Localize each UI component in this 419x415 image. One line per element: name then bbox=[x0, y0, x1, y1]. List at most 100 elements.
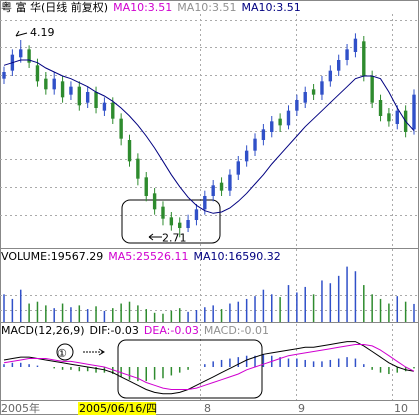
candle-body bbox=[85, 92, 90, 103]
x-tick-label: 10 bbox=[394, 402, 408, 415]
volume-bar bbox=[103, 310, 106, 322]
candle-body bbox=[244, 150, 249, 162]
volume-bar bbox=[413, 303, 415, 322]
macd-header: MACD(12,26,9) DIF:-0.03 DEA:-0.03 MACD:-0.0… bbox=[1, 324, 279, 337]
candle-body bbox=[378, 100, 383, 116]
date-highlight bbox=[78, 402, 156, 415]
legend-entry: DEA:-0.03 bbox=[143, 324, 199, 337]
candle-body bbox=[161, 206, 165, 219]
ma-line bbox=[3, 59, 415, 214]
volume-bar bbox=[178, 308, 181, 322]
candle-body bbox=[69, 86, 73, 95]
candle-body bbox=[203, 196, 207, 210]
volume-bar bbox=[153, 312, 156, 322]
candle-body bbox=[102, 102, 107, 111]
volume-bar bbox=[220, 309, 223, 322]
x-tick-label: 2005/06/16/四 bbox=[79, 402, 157, 415]
volume-bar bbox=[112, 308, 114, 322]
price-header: 粤 富 华(日线 前复权) MA10:3.51 MA10:3.51 MA10:3.51 bbox=[1, 1, 311, 14]
volume-bar bbox=[19, 289, 22, 322]
candle-body bbox=[270, 121, 274, 132]
volume-bar bbox=[45, 305, 47, 322]
candle-body bbox=[44, 78, 48, 90]
volume-bar bbox=[78, 305, 81, 322]
volume-bar bbox=[120, 303, 122, 322]
arrow bbox=[15, 30, 28, 37]
legend-entry: MA10:3.51 bbox=[177, 1, 237, 14]
volume-bar bbox=[312, 294, 315, 322]
candle-body bbox=[320, 81, 324, 95]
volume-header: VOLUME:19567.29 MA5:25526.11 MA10:16590.32 bbox=[1, 250, 291, 263]
highlight-box bbox=[117, 339, 263, 399]
x-tick-label: 9 bbox=[298, 402, 305, 415]
annotation: 4.19 bbox=[30, 26, 55, 39]
arrow bbox=[148, 233, 162, 241]
volume-bar bbox=[396, 296, 399, 322]
annotation: 2.71 bbox=[162, 231, 187, 244]
macd-line bbox=[3, 344, 415, 390]
candle-body bbox=[395, 110, 399, 124]
volume-bar bbox=[404, 301, 407, 322]
candle-body bbox=[94, 92, 98, 108]
candle-body bbox=[362, 41, 366, 76]
volume-bar bbox=[145, 309, 147, 322]
volume-bar bbox=[262, 289, 265, 322]
candle-body bbox=[178, 222, 182, 228]
volume-bar bbox=[195, 310, 198, 322]
candle-body bbox=[328, 70, 333, 82]
legend-entry: DIF:-0.03 bbox=[89, 324, 139, 337]
candle-body bbox=[295, 100, 299, 111]
title: 粤 富 华(日线 前复权) bbox=[1, 1, 109, 14]
volume-bar bbox=[346, 266, 348, 322]
candle-body bbox=[370, 76, 374, 103]
candle-body bbox=[236, 161, 240, 175]
volume-bar bbox=[95, 306, 97, 322]
volume-bar bbox=[363, 285, 365, 322]
annotation: ① bbox=[57, 347, 67, 360]
volume-bar bbox=[245, 298, 248, 322]
volume-bar bbox=[337, 275, 340, 322]
volume-bar bbox=[36, 301, 39, 322]
candle-body bbox=[52, 78, 56, 90]
candle-body bbox=[219, 182, 224, 191]
candle-body bbox=[152, 193, 157, 210]
candle-body bbox=[261, 129, 266, 140]
candle-body bbox=[19, 49, 23, 58]
candle-body bbox=[345, 49, 349, 60]
candle-body bbox=[303, 92, 307, 103]
volume-bar bbox=[3, 294, 5, 322]
candle-body bbox=[194, 209, 199, 220]
x-tick-label: 8 bbox=[204, 402, 211, 415]
volume-bar bbox=[287, 285, 290, 322]
volume-bar bbox=[354, 271, 357, 322]
volume-bar bbox=[296, 292, 298, 322]
volume-bar bbox=[86, 309, 89, 322]
candle-body bbox=[35, 65, 40, 82]
volume-bar bbox=[11, 298, 14, 322]
candle-body bbox=[278, 118, 282, 126]
candle-body bbox=[211, 185, 215, 196]
arrow-head bbox=[98, 348, 105, 356]
title: VOLUME:19567.29 bbox=[1, 250, 104, 263]
candle-body bbox=[253, 138, 257, 151]
candle-body bbox=[136, 158, 140, 179]
candle-body bbox=[286, 110, 291, 126]
legend-entry: MA5:25526.11 bbox=[108, 250, 189, 263]
candle-body bbox=[127, 140, 132, 162]
legend-entry: MA10:3.51 bbox=[113, 1, 173, 14]
volume-bar bbox=[254, 296, 256, 322]
highlight-box bbox=[121, 199, 221, 244]
volume-bar bbox=[237, 301, 240, 322]
marker-circle bbox=[56, 343, 74, 361]
candle-body bbox=[412, 94, 416, 130]
legend-entry: MACD:-0.01 bbox=[203, 324, 269, 337]
volume-bar bbox=[229, 303, 231, 322]
candle-body bbox=[169, 217, 174, 226]
volume-bar bbox=[28, 303, 30, 322]
volume-bar bbox=[379, 298, 382, 322]
legend-entry: MA10:3.51 bbox=[241, 1, 301, 14]
candle-body bbox=[111, 102, 115, 119]
volume-bar bbox=[271, 294, 273, 322]
title: MACD(12,26,9) bbox=[1, 324, 85, 337]
